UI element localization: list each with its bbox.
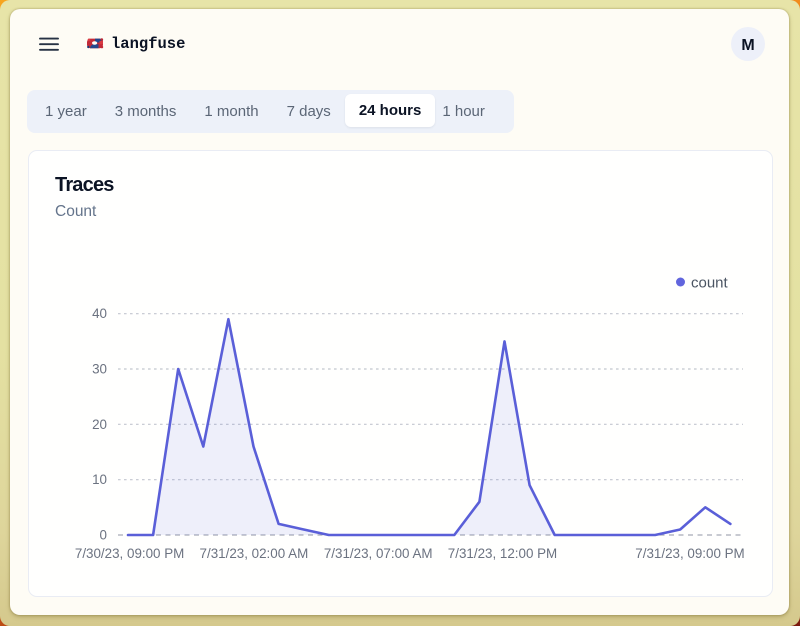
svg-text:10: 10	[92, 472, 107, 487]
svg-text:7/31/23, 02:00 AM: 7/31/23, 02:00 AM	[200, 546, 309, 561]
svg-text:0: 0	[100, 528, 107, 543]
svg-text:count: count	[691, 275, 729, 292]
svg-text:7/31/23, 07:00 AM: 7/31/23, 07:00 AM	[324, 546, 433, 561]
svg-text:20: 20	[92, 417, 107, 432]
svg-text:40: 40	[92, 306, 107, 321]
svg-text:7/31/23, 09:00 PM: 7/31/23, 09:00 PM	[635, 546, 744, 561]
svg-text:7/30/23, 09:00 PM: 7/30/23, 09:00 PM	[75, 546, 184, 561]
svg-text:7/31/23, 12:00 PM: 7/31/23, 12:00 PM	[448, 546, 557, 561]
svg-text:30: 30	[92, 362, 107, 377]
